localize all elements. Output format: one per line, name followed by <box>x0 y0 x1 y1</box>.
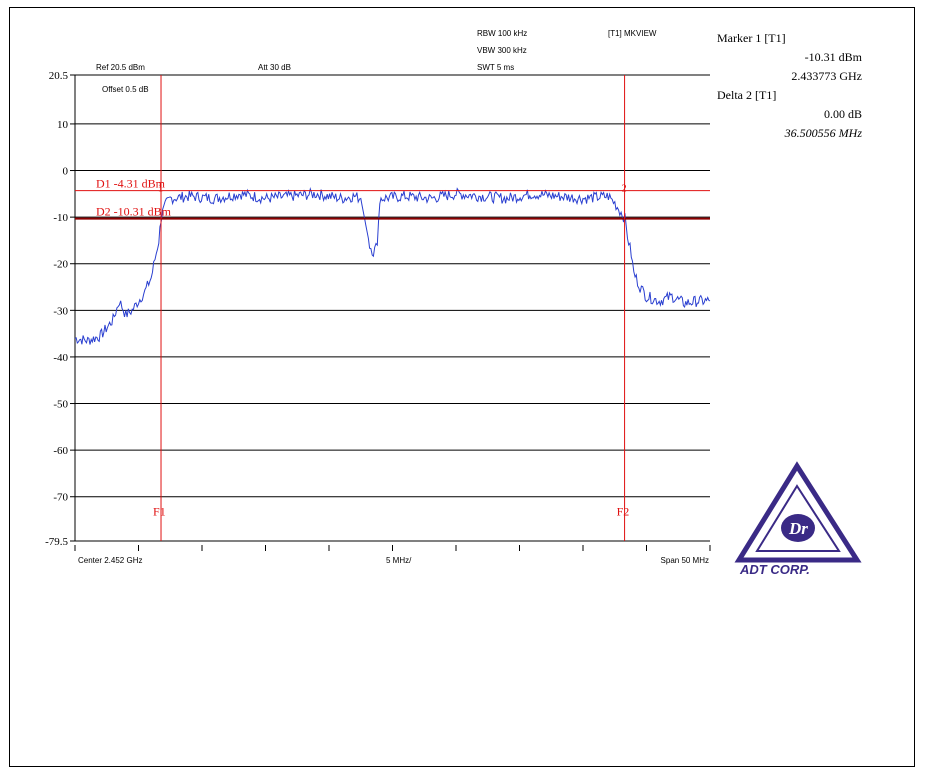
marker1-level: -10.31 dBm <box>805 50 863 64</box>
marker1-title: Marker 1 [T1] <box>717 31 786 45</box>
sweep-time-label: SWT 5 ms <box>477 63 514 72</box>
logo-triangle-inner <box>755 484 841 552</box>
y-tick-label: -40 <box>53 352 68 364</box>
y-tick-label: -70 <box>53 492 68 504</box>
marker-number-label: 1 <box>158 184 163 195</box>
y-axis-ticks: 20.5 10 0 -10 -20 -30 -40 -50 -60 -70 -79.5 <box>45 70 75 548</box>
f1-label: F1 <box>153 504 166 518</box>
y-tick-label: -30 <box>53 305 68 317</box>
trace-mode-label: [T1] MKVIEW <box>608 29 657 38</box>
reference-lines: D1 -4.31 dBm D2 -10.31 dBm F1 F2 1 2 <box>75 75 710 541</box>
logo-emblem <box>781 514 815 542</box>
grid <box>74 74 710 542</box>
vbw-label: VBW 300 kHz <box>477 46 527 55</box>
trace-layer <box>74 187 711 345</box>
y-tick-label: 0 <box>63 166 69 178</box>
marker-number-label: 2 <box>622 184 627 195</box>
center-frequency-label: Center 2.452 GHz <box>78 556 142 565</box>
ref-level-label: Ref 20.5 dBm <box>96 63 145 72</box>
logo-company-name: ADT CORP. <box>739 562 810 577</box>
y-tick-label: -50 <box>53 399 68 411</box>
report-frame <box>9 7 915 767</box>
delta2-frequency: 36.500556 MHz <box>784 126 863 140</box>
d2-label: D2 -10.31 dBm <box>96 205 172 219</box>
rbw-label: RBW 100 kHz <box>477 29 527 38</box>
delta2-level: 0.00 dB <box>824 107 862 121</box>
spectrum-trace <box>74 187 711 345</box>
delta2-title: Delta 2 [T1] <box>717 88 776 102</box>
y-tick-label: -10 <box>53 212 68 224</box>
y-tick-label: 10 <box>57 119 69 131</box>
d1-label: D1 -4.31 dBm <box>96 177 166 191</box>
adt-logo: Dr ADT CORP. <box>734 461 862 577</box>
span-label: Span 50 MHz <box>661 556 709 565</box>
attenuation-label: Att 30 dB <box>258 63 291 72</box>
y-tick-label: -60 <box>53 445 68 457</box>
x-axis-ticks <box>74 545 711 551</box>
y-tick-label: 20.5 <box>49 70 69 82</box>
per-division-label: 5 MHz/ <box>386 556 412 565</box>
marker1-frequency: 2.433773 GHz <box>791 69 862 83</box>
logo-triangle-outer <box>734 461 862 563</box>
logo-monogram: Dr <box>788 519 808 538</box>
y-tick-label: -79.5 <box>45 536 68 548</box>
f2-label: F2 <box>617 504 630 518</box>
offset-label: Offset 0.5 dB <box>102 85 149 94</box>
y-tick-label: -20 <box>53 259 68 271</box>
